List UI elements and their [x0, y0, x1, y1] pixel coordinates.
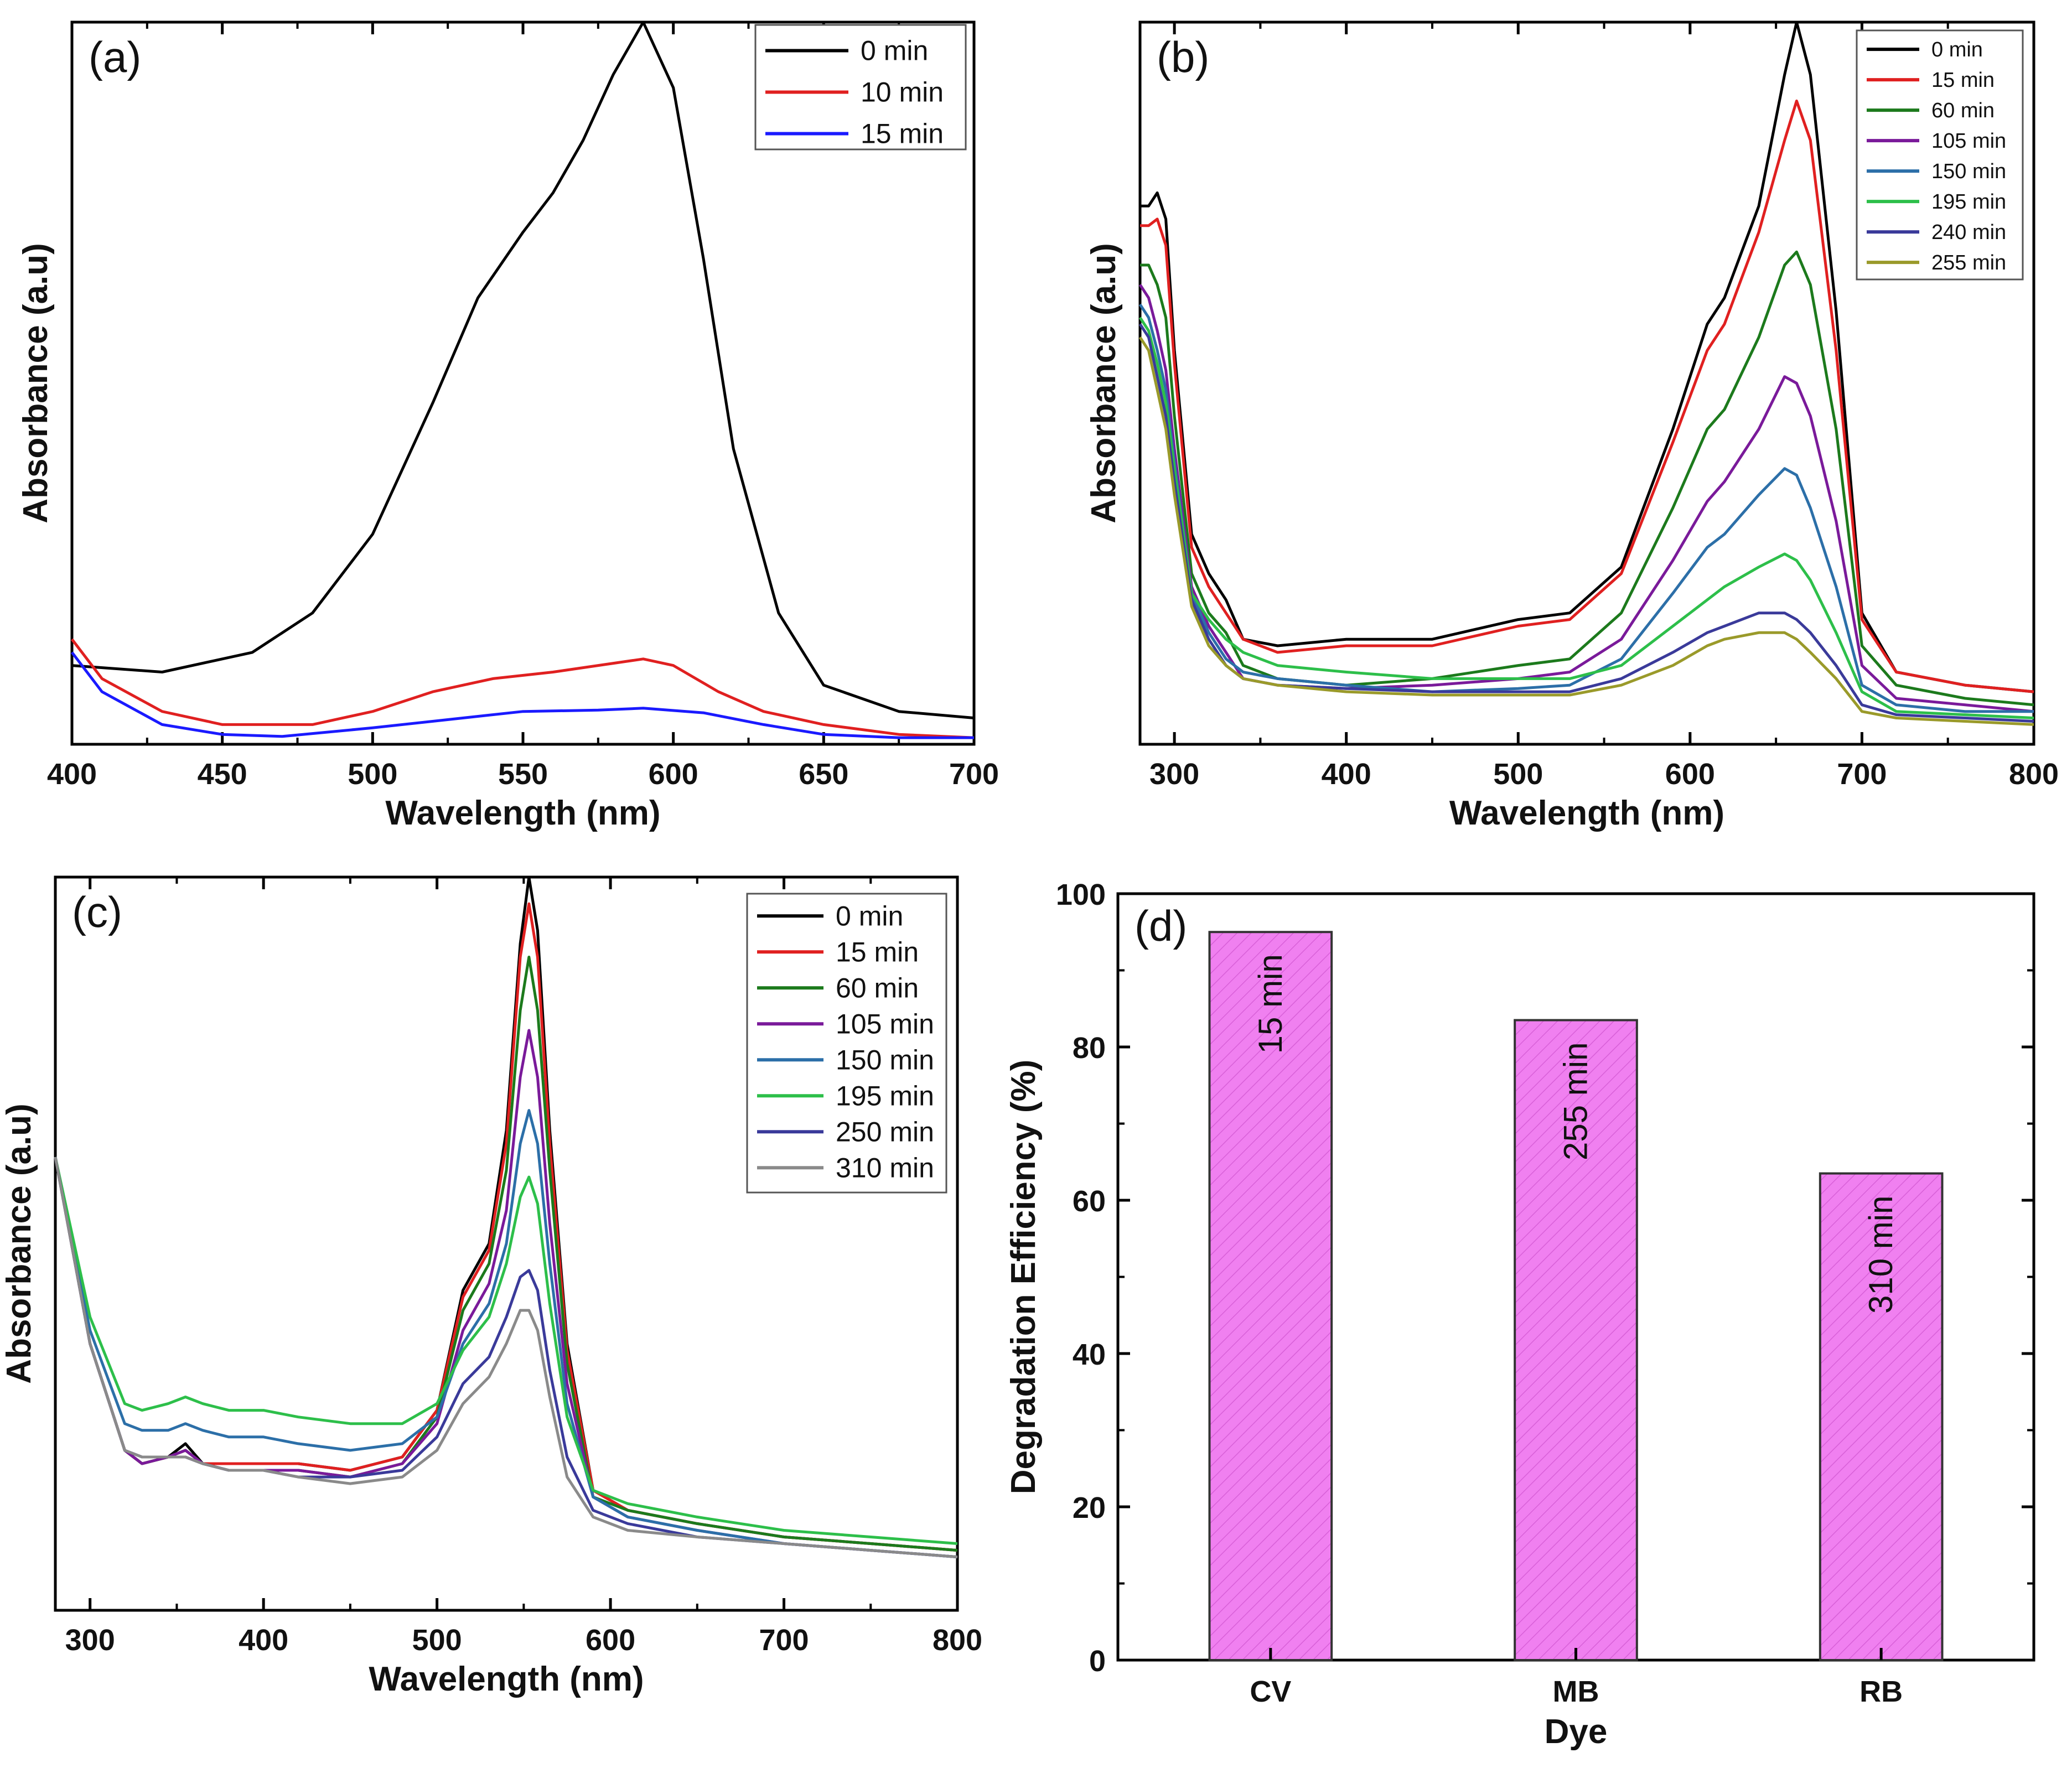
y-tick-label: 60	[1073, 1185, 1106, 1218]
legend-entry: 195 min	[1931, 190, 2006, 214]
x-tick-label: 300	[65, 1624, 115, 1657]
x-tick-label: MB	[1553, 1675, 1599, 1708]
x-tick-label: 700	[1837, 758, 1887, 791]
x-axis-label: Wavelength (nm)	[369, 1660, 644, 1698]
x-tick-label: 700	[949, 758, 999, 791]
x-tick-label: 500	[412, 1624, 462, 1657]
x-tick-label: 650	[799, 758, 848, 791]
series-line-150-min	[54, 1109, 958, 1559]
panel-label: (c)	[72, 888, 122, 936]
legend-entry: 195 min	[836, 1080, 934, 1111]
bar-annotation: 255 min	[1557, 1043, 1594, 1160]
x-tick-label: 600	[649, 758, 698, 791]
x-tick-label: 800	[2009, 758, 2059, 791]
legend-entry: 0 min	[836, 900, 903, 931]
legend-entry: 0 min	[1931, 38, 1983, 61]
y-axis-label: Absorbance (a.u)	[17, 243, 55, 523]
y-tick-label: 80	[1073, 1031, 1106, 1065]
series-line-310-min	[54, 1157, 958, 1559]
panel-label: (d)	[1135, 901, 1187, 950]
panel-b-absorbance-chart: 300 400 500 600 700 800 Wavelength (nm) Absorba…	[1085, 20, 2059, 832]
legend-entry: 150 min	[1931, 160, 2006, 183]
bar-annotation: 310 min	[1862, 1196, 1899, 1314]
y-tick-label: 20	[1073, 1491, 1106, 1525]
series-line-60-min	[1140, 250, 2034, 707]
y-tick-label: 0	[1089, 1645, 1106, 1678]
legend-entry: 150 min	[836, 1044, 934, 1075]
x-axis-label: Dye	[1545, 1713, 1608, 1751]
bar-annotation: 15 min	[1252, 954, 1289, 1054]
x-tick-label: 800	[933, 1624, 982, 1657]
x-tick-label: 600	[586, 1624, 635, 1657]
legend-entry: 15 min	[861, 118, 944, 149]
bar-MB	[1514, 1019, 1638, 1661]
panel-label: (b)	[1157, 33, 1209, 81]
series-line-15-min	[1140, 99, 2034, 693]
series-line-255-min	[1138, 336, 2034, 726]
x-tick-label: 400	[239, 1624, 288, 1657]
legend-entry: 105 min	[1931, 129, 2006, 153]
x-axis-label: Wavelength (nm)	[1449, 794, 1724, 832]
panel-label: (a)	[89, 33, 141, 81]
x-tick-label: RB	[1859, 1675, 1903, 1708]
series-line-240-min	[1138, 323, 2034, 723]
legend-entry: 105 min	[836, 1008, 934, 1039]
bar-RB	[1819, 1172, 1944, 1661]
x-tick-label: 600	[1665, 758, 1715, 791]
series-line-10-min	[71, 638, 975, 739]
legend-entry: 10 min	[861, 77, 944, 108]
legend-box	[1856, 29, 2024, 281]
legend-entry: 60 min	[836, 972, 919, 1003]
legend-entry: 15 min	[1931, 69, 1995, 92]
x-tick-label: 700	[759, 1624, 809, 1657]
panel-a-absorbance-chart: 400 450 500 550 600 650 700 Wavelength (nm) Abso…	[17, 20, 999, 832]
x-tick-label: 500	[348, 758, 397, 791]
x-axis-label: Wavelength (nm)	[385, 794, 660, 832]
series-line-195-min	[54, 1157, 958, 1545]
legend-entry: 60 min	[1931, 99, 1995, 122]
panel-d-degradation-bar-chart: 0 20 40 60 80 100 CV 15 min MB 255 min RB 310 min Dy…	[1004, 878, 2035, 1751]
bar-CV	[1208, 931, 1333, 1661]
panel-c-absorbance-chart: 300 400 500 600 700 800 Wavelength (nm) Absorba…	[0, 875, 982, 1698]
x-tick-label: 550	[498, 758, 548, 791]
plot-frame	[54, 875, 959, 1612]
legend-box	[754, 24, 967, 151]
y-axis-label: Degradation Efficiency (%)	[1004, 1060, 1043, 1494]
legend-box	[746, 893, 947, 1194]
x-tick-label: 400	[1322, 758, 1371, 791]
legend-entry: 15 min	[836, 936, 919, 967]
x-tick-label: 500	[1493, 758, 1543, 791]
y-axis-label: Absorbance (a.u)	[0, 1103, 38, 1383]
y-axis-label: Absorbance (a.u)	[1085, 243, 1123, 523]
legend-entry: 250 min	[836, 1116, 934, 1147]
legend-entry: 240 min	[1931, 221, 2006, 244]
series-line-15-min	[71, 651, 974, 739]
legend-entry: 255 min	[1931, 251, 2006, 274]
series-line-0-min	[71, 20, 975, 719]
y-tick-label: 40	[1073, 1338, 1106, 1371]
plot-frame	[1138, 20, 2035, 746]
x-tick-label: 400	[47, 758, 97, 791]
x-tick-label: CV	[1250, 1675, 1291, 1708]
legend-entry: 310 min	[836, 1152, 934, 1183]
series-line-250-min	[54, 1157, 958, 1559]
series-line-195-min	[1138, 317, 2034, 719]
legend-entry: 0 min	[861, 35, 928, 66]
series-line-105-min	[1138, 284, 2034, 713]
x-tick-label: 300	[1149, 758, 1199, 791]
x-tick-label: 450	[198, 758, 247, 791]
y-tick-label: 100	[1056, 878, 1106, 911]
